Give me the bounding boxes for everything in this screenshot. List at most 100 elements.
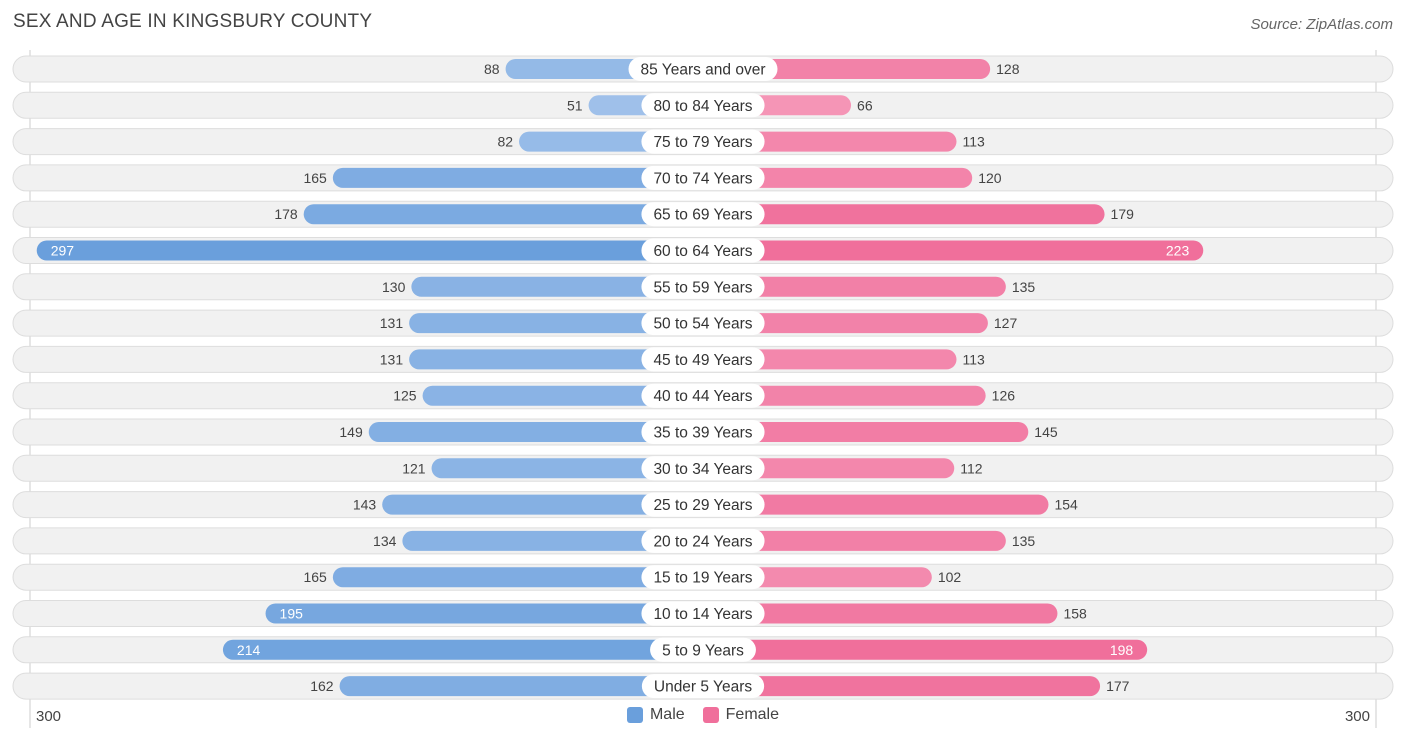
female-value-label: 154 (1054, 497, 1078, 513)
chart-title: SEX AND AGE IN KINGSBURY COUNTY (13, 11, 373, 32)
category-label-pill (641, 456, 765, 481)
chart-row: 165 120 70 to 74 Years (12, 164, 1394, 192)
chart-row: 214 198 5 to 9 Years (12, 636, 1394, 664)
category-label: 35 to 39 Years (653, 425, 752, 442)
male-bar (402, 530, 703, 551)
male-bar (422, 385, 703, 406)
female-bar (703, 131, 957, 152)
female-value-label: 66 (857, 97, 873, 113)
male-value-label: 125 (393, 388, 417, 404)
female-value-label: 135 (1012, 279, 1036, 295)
axis-right-label: 300 (1344, 708, 1370, 725)
male-bar (332, 167, 703, 188)
category-label-pill (641, 129, 765, 154)
category-label: 60 to 64 Years (653, 243, 752, 260)
female-bar (703, 422, 1029, 442)
category-label-pill (641, 492, 765, 517)
female-bar (703, 240, 1204, 261)
chart-row: 162 177 Under 5 Years (12, 672, 1394, 700)
female-value-label: 112 (960, 460, 983, 476)
female-value-label: 223 (1166, 243, 1190, 259)
female-bar (703, 276, 1006, 297)
male-value-label: 149 (339, 424, 363, 440)
category-label: 55 to 59 Years (653, 279, 752, 296)
category-label-pill (641, 165, 765, 190)
female-bar (703, 385, 986, 406)
chart-row: 178 179 65 to 69 Years (12, 200, 1394, 228)
female-value-label: 128 (996, 61, 1020, 77)
male-value-label: 131 (380, 315, 404, 331)
chart-row: 131 127 50 to 54 Years (12, 309, 1394, 337)
legend-item-male[interactable]: Male (626, 706, 685, 724)
male-value-label: 214 (237, 642, 261, 658)
chart-row: 82 113 75 to 79 Years (12, 128, 1394, 156)
female-value-label: 179 (1111, 206, 1135, 222)
category-label: 50 to 54 Years (653, 316, 752, 333)
female-bar (703, 167, 973, 188)
female-swatch (702, 707, 719, 723)
male-value-label: 165 (303, 569, 327, 585)
female-value-label: 102 (938, 569, 962, 585)
male-bar (382, 494, 703, 515)
chart-row: 130 135 55 to 59 Years (12, 273, 1394, 301)
male-bar (409, 313, 703, 334)
female-value-label: 126 (992, 388, 1016, 404)
male-value-label: 178 (274, 206, 298, 222)
female-value-label: 113 (962, 134, 985, 150)
male-bar (339, 676, 703, 697)
male-bar (303, 204, 703, 225)
category-label-pill (641, 601, 765, 626)
chart-row: 297 223 60 to 64 Years (12, 237, 1394, 264)
female-bar (703, 676, 1101, 697)
male-value-label: 88 (484, 61, 500, 77)
legend-male-label: Male (649, 706, 685, 723)
male-value-label: 51 (567, 97, 583, 113)
male-value-label: 165 (303, 170, 327, 186)
female-value-label: 158 (1063, 606, 1087, 622)
male-value-label: 143 (353, 497, 377, 513)
category-label: 80 to 84 Years (653, 98, 752, 115)
category-label-pill (641, 528, 765, 553)
legend-item-female[interactable]: Female (702, 706, 779, 724)
category-label-pill (650, 637, 756, 662)
axis-left-label: 300 (36, 708, 62, 725)
male-swatch (626, 707, 643, 723)
category-label: 85 Years and over (641, 62, 766, 79)
male-value-label: 130 (382, 279, 406, 295)
category-label: 30 to 34 Years (653, 461, 752, 478)
male-value-label: 82 (497, 134, 513, 150)
legend: Male Female (0, 706, 1406, 724)
female-value-label: 177 (1106, 678, 1130, 694)
male-bar (411, 276, 703, 297)
category-label-pill (641, 311, 765, 336)
male-bar (36, 240, 704, 261)
chart-row: 131 113 45 to 49 Years (12, 345, 1394, 373)
category-label-pill (641, 383, 765, 408)
category-label-pill (641, 674, 765, 699)
chart-row: 143 154 25 to 29 Years (12, 491, 1394, 519)
chart-row: 149 145 35 to 39 Years (12, 418, 1394, 446)
category-label: 45 to 49 Years (653, 352, 752, 369)
female-value-label: 113 (962, 351, 985, 367)
female-bar (703, 530, 1006, 551)
female-bar (703, 313, 988, 334)
male-bar (222, 639, 703, 660)
category-label: 40 to 44 Years (653, 388, 752, 405)
male-bar (265, 603, 703, 624)
category-label-pill (641, 565, 765, 590)
male-bar (368, 422, 703, 442)
male-value-label: 162 (310, 678, 334, 694)
female-bar (703, 204, 1105, 225)
category-label-pill (641, 420, 765, 444)
category-label: 65 to 69 Years (653, 207, 752, 224)
female-bar (703, 349, 957, 370)
category-label: 20 to 24 Years (653, 533, 752, 550)
category-label-pill (641, 274, 765, 299)
chart-row: 51 66 80 to 84 Years (12, 91, 1394, 119)
category-label: 10 to 14 Years (653, 606, 752, 623)
chart-row: 134 135 20 to 24 Years (12, 527, 1394, 555)
female-value-label: 145 (1034, 424, 1058, 440)
chart-row: 88 128 85 Years and over (12, 55, 1394, 83)
male-bar (409, 349, 703, 370)
